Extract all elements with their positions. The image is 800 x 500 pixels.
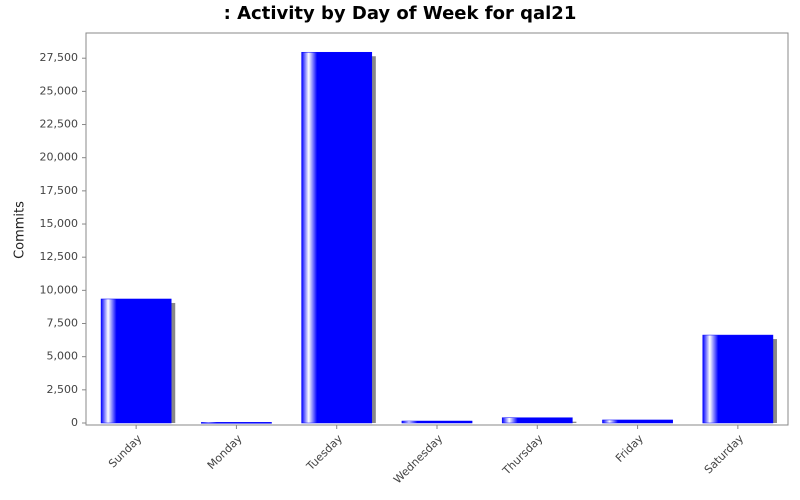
bar [100, 298, 172, 424]
y-axis-label: Commits [13, 201, 28, 259]
y-tick-label: 27,500 [40, 51, 79, 64]
bar [602, 419, 673, 424]
y-tick-label: 10,000 [40, 283, 79, 296]
bar [401, 420, 473, 424]
x-tick-label: Saturday [702, 432, 747, 477]
x-tick-label: Monday [205, 432, 245, 472]
y-tick-label: 12,500 [40, 250, 79, 263]
bar [201, 422, 272, 424]
y-tick-label: 15,000 [40, 217, 79, 230]
bar [301, 51, 373, 424]
y-tick-label: 17,500 [40, 184, 79, 197]
y-tick-label: 20,000 [40, 151, 79, 164]
y-tick-label: 7,500 [47, 317, 79, 330]
x-tick-label: Friday [613, 432, 646, 465]
x-tick-label: Wednesday [391, 432, 446, 487]
y-tick-label: 2,500 [47, 383, 79, 396]
bar [501, 417, 573, 424]
chart-title: : Activity by Day of Week for qal21 [224, 3, 577, 24]
x-tick-label: Sunday [106, 432, 145, 471]
x-tick-label: Tuesday [303, 432, 345, 474]
plot-area [85, 32, 789, 426]
bar [702, 334, 774, 424]
y-tick-label: 25,000 [40, 84, 79, 97]
x-tick-label: Thursday [499, 432, 545, 478]
y-tick-label: 0 [71, 416, 78, 429]
y-tick-label: 5,000 [47, 350, 79, 363]
y-tick-label: 22,500 [40, 118, 79, 131]
